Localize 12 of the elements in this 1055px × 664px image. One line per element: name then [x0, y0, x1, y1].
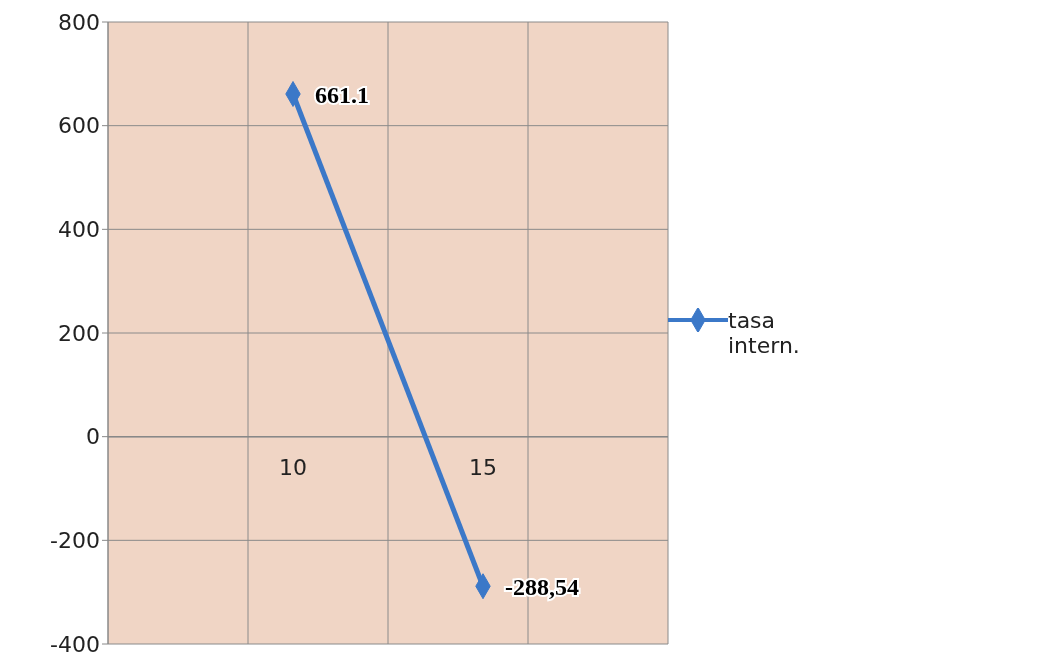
- y-tick-label: 200: [58, 320, 100, 346]
- legend-label: tasa intern.: [728, 308, 801, 358]
- y-tick-label: -200: [50, 528, 100, 554]
- y-tick-label: 800: [58, 9, 100, 35]
- x-tick-label: 15: [469, 454, 497, 480]
- x-tick-label: 10: [279, 454, 307, 480]
- data-label: -288,54: [505, 573, 579, 600]
- y-tick-label: 0: [86, 424, 100, 450]
- y-tick-label: 600: [58, 113, 100, 139]
- data-label: 661.1: [315, 81, 369, 108]
- y-tick-label: -400: [50, 631, 100, 657]
- y-tick-label: 400: [58, 217, 100, 243]
